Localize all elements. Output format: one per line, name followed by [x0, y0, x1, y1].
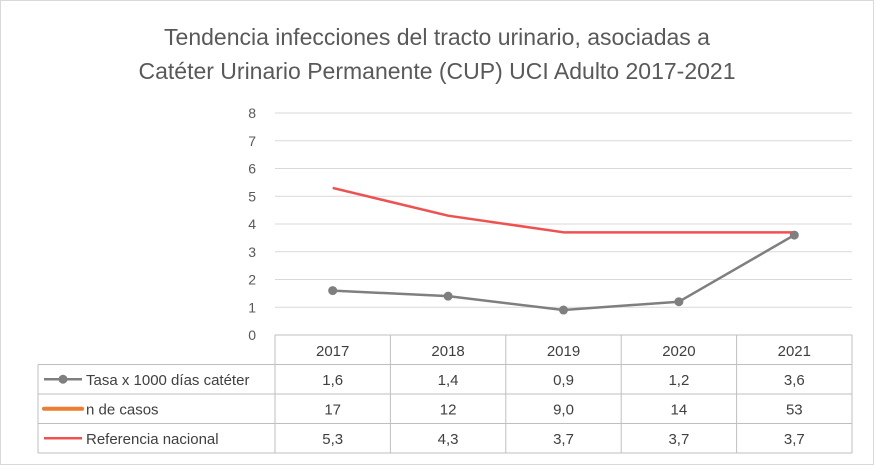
- table-value-cell: 0,9: [553, 372, 574, 389]
- data-point-marker: [789, 230, 799, 240]
- chart-title-line-1: Tendencia infecciones del tracto urinari…: [164, 24, 710, 50]
- chart-title: Tendencia infecciones del tracto urinari…: [0, 20, 874, 88]
- table-value-cell: 1,4: [438, 372, 459, 389]
- x-category-label: 2021: [778, 343, 811, 360]
- table-value-cell: 3,6: [784, 372, 805, 389]
- x-category-label: 2019: [547, 343, 580, 360]
- series-line-referencia: [332, 186, 795, 234]
- table-value-cell: 53: [786, 401, 803, 418]
- x-category-label: 2018: [431, 343, 464, 360]
- table-value-cell: 4,3: [438, 431, 459, 448]
- table-value-cell: 3,7: [784, 431, 805, 448]
- table-value-cell: 9,0: [553, 401, 574, 418]
- x-category-label: 2020: [662, 343, 695, 360]
- legend-series-name: n de casos: [86, 401, 159, 418]
- y-tick-label: 0: [248, 327, 256, 343]
- y-tick-label: 8: [248, 105, 256, 121]
- table-value-cell: 17: [324, 401, 341, 418]
- table-value-cell: 14: [671, 401, 688, 418]
- chart-title-line-2: Catéter Urinario Permanente (CUP) UCI Ad…: [138, 58, 736, 84]
- series-line-tasa: [332, 234, 795, 312]
- data-point-marker: [328, 286, 338, 296]
- legend-key-marker: [58, 374, 68, 384]
- y-tick-label: 4: [248, 216, 256, 232]
- y-tick-label: 3: [248, 244, 256, 260]
- table-value-cell: 3,7: [553, 431, 574, 448]
- data-point-marker: [443, 291, 453, 301]
- table-value-cell: 12: [440, 401, 457, 418]
- data-point-marker: [674, 297, 684, 307]
- y-tick-label: 5: [248, 188, 256, 204]
- y-tick-label: 7: [248, 133, 256, 149]
- y-tick-label: 2: [248, 272, 256, 288]
- legend-series-name: Referencia nacional: [86, 431, 219, 448]
- y-tick-label: 6: [248, 161, 256, 177]
- table-value-cell: 3,7: [668, 431, 689, 448]
- table-value-cell: 1,2: [668, 372, 689, 389]
- data-point-marker: [559, 305, 568, 315]
- table-value-cell: 1,6: [322, 372, 343, 389]
- legend-series-name: Tasa x 1000 días catéter: [86, 372, 249, 389]
- x-category-label: 2017: [316, 343, 349, 360]
- table-value-cell: 5,3: [322, 431, 343, 448]
- y-tick-label: 1: [248, 299, 256, 315]
